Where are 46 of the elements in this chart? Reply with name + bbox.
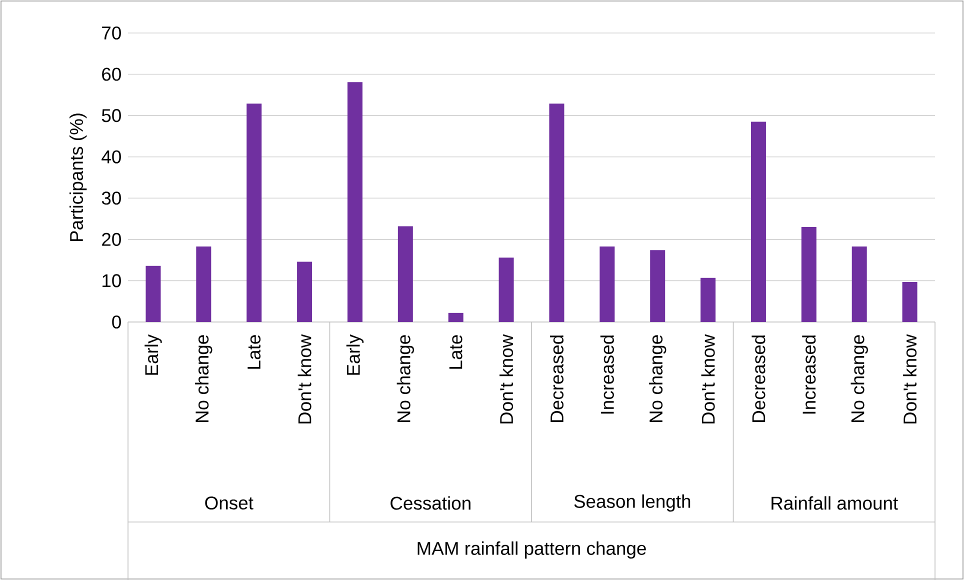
y-tick-label: 50 [102, 108, 121, 122]
x-tick-label: Increased [802, 335, 816, 414]
bar [801, 226, 816, 322]
x-tick-label: No change [396, 334, 414, 422]
bar [196, 246, 212, 322]
y-axis-title: Participants (%) [69, 113, 87, 241]
x-tick-label: Don't know [701, 334, 715, 424]
x-tick-label: Early [144, 334, 162, 375]
bar [498, 257, 514, 322]
y-tick-label: 10 [102, 274, 121, 288]
x-tick-label: Increased [600, 335, 614, 414]
y-tick-label: 70 [102, 26, 121, 40]
x-tick-label: Decreased [752, 335, 766, 422]
x-tick-label: Don't know [500, 334, 514, 424]
x-tick-label: No change [850, 334, 868, 422]
x-tick-label: Early [346, 334, 364, 375]
text: Rainfall amount [772, 496, 898, 510]
bar [700, 278, 716, 322]
bar [146, 266, 161, 322]
bar [246, 103, 262, 322]
x-tick-label: No change [195, 334, 212, 422]
bar [448, 312, 464, 322]
x-tick-label: Late [248, 334, 261, 368]
bar [902, 282, 918, 322]
bar [297, 262, 312, 322]
y-tick-label: 60 [102, 68, 121, 81]
bar [600, 246, 615, 322]
y-tick-label: 30 [102, 191, 121, 204]
text: Season length [574, 494, 690, 512]
text: MAM rainfall pattern change [418, 541, 646, 558]
y-tick-label: 40 [102, 150, 121, 164]
bar [398, 226, 413, 322]
x-tick-label: No change [649, 334, 666, 422]
y-tick-label: 0 [112, 315, 121, 328]
bar [549, 103, 564, 322]
bar [650, 250, 666, 322]
x-tick-label: Don't know [903, 334, 917, 424]
x-tick-label: Late [449, 334, 462, 368]
x-tick-label: Don't know [298, 334, 312, 424]
text: Cessation [390, 496, 470, 510]
bar [750, 122, 766, 322]
bar [347, 82, 362, 322]
x-tick-label: Decreased [550, 335, 564, 422]
text: Onset [205, 496, 254, 510]
y-tick-label: 20 [102, 232, 121, 246]
bar [852, 246, 867, 322]
